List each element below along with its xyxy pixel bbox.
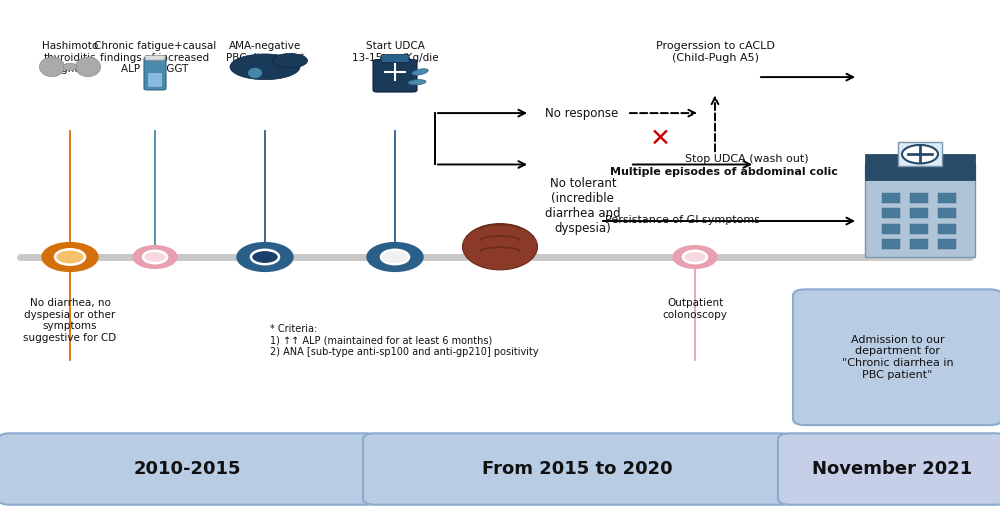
Text: From 2015 to 2020: From 2015 to 2020 — [482, 460, 673, 478]
FancyBboxPatch shape — [363, 433, 792, 505]
FancyBboxPatch shape — [882, 224, 900, 234]
Circle shape — [902, 145, 938, 163]
Circle shape — [63, 63, 77, 70]
Ellipse shape — [462, 224, 538, 270]
Text: Progerssion to cACLD
(Child-Pugh A5): Progerssion to cACLD (Child-Pugh A5) — [656, 41, 774, 63]
Circle shape — [143, 251, 167, 263]
FancyBboxPatch shape — [882, 239, 900, 249]
FancyBboxPatch shape — [938, 239, 956, 249]
FancyBboxPatch shape — [910, 239, 928, 249]
FancyBboxPatch shape — [865, 154, 975, 180]
FancyBboxPatch shape — [882, 208, 900, 218]
FancyBboxPatch shape — [938, 193, 956, 203]
Text: * Criteria:
1) ↑↑ ALP (maintained for at least 6 months)
2) ANA [sub-type anti-s: * Criteria: 1) ↑↑ ALP (maintained for at… — [270, 324, 539, 357]
FancyBboxPatch shape — [145, 56, 165, 60]
Circle shape — [251, 250, 279, 264]
Ellipse shape — [248, 68, 262, 78]
FancyBboxPatch shape — [882, 193, 900, 203]
Circle shape — [42, 243, 98, 271]
Text: No response: No response — [545, 106, 618, 120]
Circle shape — [55, 249, 85, 265]
FancyBboxPatch shape — [865, 164, 975, 257]
Text: Outpatient
colonoscopy: Outpatient colonoscopy — [663, 298, 727, 320]
FancyBboxPatch shape — [910, 208, 928, 218]
Text: No tolerant
(incredible
diarrhea and
dyspesia): No tolerant (incredible diarrhea and dys… — [545, 177, 621, 235]
Text: Admission to our
department for
"Chronic diarrhea in
PBC patient": Admission to our department for "Chronic… — [842, 335, 953, 380]
Circle shape — [683, 251, 707, 263]
Ellipse shape — [412, 69, 428, 75]
FancyBboxPatch shape — [148, 73, 162, 87]
Ellipse shape — [76, 57, 101, 77]
FancyBboxPatch shape — [793, 289, 1000, 425]
Text: Multiple episodes of abdominal colic: Multiple episodes of abdominal colic — [610, 167, 838, 177]
Text: AMA-negative
PBC diagnosis*: AMA-negative PBC diagnosis* — [226, 41, 304, 63]
FancyBboxPatch shape — [373, 60, 417, 92]
Ellipse shape — [230, 54, 300, 80]
FancyBboxPatch shape — [938, 208, 956, 218]
Circle shape — [367, 243, 423, 271]
Circle shape — [673, 246, 717, 268]
Text: November 2021: November 2021 — [812, 460, 973, 478]
FancyBboxPatch shape — [0, 433, 377, 505]
Ellipse shape — [408, 80, 426, 85]
Text: 2010-2015: 2010-2015 — [134, 460, 241, 478]
Circle shape — [133, 246, 177, 268]
Text: ✕: ✕ — [650, 127, 670, 151]
FancyBboxPatch shape — [898, 142, 942, 166]
Text: Hashimoto
thyroiditis
diagnosis: Hashimoto thyroiditis diagnosis — [42, 41, 98, 75]
Text: Persistance of GI symptoms: Persistance of GI symptoms — [605, 215, 760, 225]
FancyBboxPatch shape — [938, 224, 956, 234]
Text: Start UDCA
13-15 mg/Kg/die: Start UDCA 13-15 mg/Kg/die — [352, 41, 438, 63]
Text: Stop UDCA (wash out): Stop UDCA (wash out) — [685, 154, 809, 164]
Circle shape — [381, 250, 409, 264]
FancyBboxPatch shape — [910, 193, 928, 203]
FancyBboxPatch shape — [381, 54, 409, 63]
Text: No diarrhea, no
dyspesia or other
symptoms
suggestive for CD: No diarrhea, no dyspesia or other sympto… — [23, 298, 117, 343]
Ellipse shape — [40, 57, 64, 77]
Circle shape — [237, 243, 293, 271]
FancyBboxPatch shape — [778, 433, 1000, 505]
Ellipse shape — [273, 53, 308, 68]
FancyBboxPatch shape — [144, 57, 166, 90]
Text: Chronic fatigue+causal
findings of increased
ALP and GGT: Chronic fatigue+causal findings of incre… — [94, 41, 216, 75]
FancyBboxPatch shape — [910, 224, 928, 234]
